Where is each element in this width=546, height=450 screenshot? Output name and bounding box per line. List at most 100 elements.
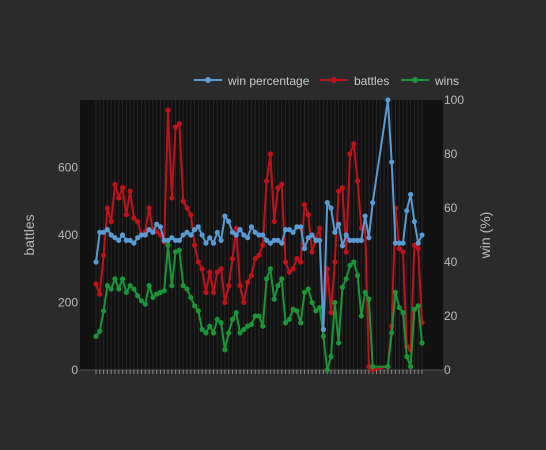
point-battles[interactable] (396, 245, 402, 252)
point-battles[interactable] (116, 195, 122, 201)
point-battles[interactable] (214, 269, 220, 275)
point-wins[interactable] (226, 330, 232, 336)
point-wins[interactable] (165, 242, 171, 248)
point-battles[interactable] (222, 299, 228, 306)
point-battles[interactable] (245, 279, 251, 285)
point-win-percentage[interactable] (146, 227, 152, 233)
point-battles[interactable] (282, 259, 289, 265)
point-win-percentage[interactable] (245, 235, 251, 241)
point-win-percentage[interactable] (176, 237, 182, 243)
point-win-percentage[interactable] (191, 227, 198, 233)
point-battles[interactable] (100, 252, 107, 258)
point-win-percentage[interactable] (279, 240, 285, 246)
point-wins[interactable] (203, 330, 209, 336)
point-win-percentage[interactable] (108, 232, 114, 238)
point-wins[interactable] (210, 330, 217, 336)
point-win-percentage[interactable] (354, 237, 361, 243)
point-win-percentage[interactable] (180, 232, 186, 238)
point-wins[interactable] (415, 303, 421, 309)
point-win-percentage[interactable] (248, 224, 255, 230)
point-battles[interactable] (180, 198, 186, 204)
point-win-percentage[interactable] (169, 235, 175, 241)
point-battles[interactable] (176, 121, 182, 127)
point-wins[interactable] (347, 262, 353, 268)
point-win-percentage[interactable] (184, 229, 190, 235)
point-win-percentage[interactable] (135, 235, 141, 241)
point-win-percentage[interactable] (199, 232, 205, 238)
point-wins[interactable] (218, 320, 224, 326)
point-battles[interactable] (188, 212, 194, 218)
point-wins[interactable] (309, 299, 315, 306)
point-wins[interactable] (400, 310, 406, 316)
point-win-percentage[interactable] (328, 205, 334, 211)
point-battles[interactable] (93, 281, 99, 287)
point-wins[interactable] (229, 316, 236, 322)
point-win-percentage[interactable] (343, 232, 349, 238)
point-win-percentage[interactable] (347, 237, 353, 243)
point-wins[interactable] (97, 328, 103, 334)
point-battles[interactable] (169, 195, 175, 201)
point-wins[interactable] (116, 286, 122, 292)
point-win-percentage[interactable] (336, 221, 342, 227)
point-wins[interactable] (233, 310, 239, 316)
point-win-percentage[interactable] (339, 243, 345, 249)
point-win-percentage[interactable] (309, 232, 315, 238)
point-battles[interactable] (366, 364, 372, 370)
point-wins[interactable] (286, 316, 292, 322)
point-battles[interactable] (195, 259, 201, 265)
point-win-percentage[interactable] (411, 218, 418, 225)
point-win-percentage[interactable] (100, 229, 107, 235)
point-battles[interactable] (301, 202, 308, 208)
point-battles[interactable] (351, 141, 357, 147)
point-win-percentage[interactable] (119, 232, 126, 238)
point-win-percentage[interactable] (408, 191, 414, 198)
point-wins[interactable] (313, 308, 319, 314)
point-wins[interactable] (180, 283, 186, 289)
point-win-percentage[interactable] (256, 232, 262, 238)
point-wins[interactable] (169, 283, 175, 289)
point-wins[interactable] (176, 247, 182, 253)
point-battles[interactable] (343, 249, 349, 255)
point-battles[interactable] (173, 124, 179, 130)
point-win-percentage[interactable] (263, 237, 270, 243)
point-wins[interactable] (222, 347, 228, 353)
point-wins[interactable] (404, 353, 410, 360)
point-wins[interactable] (294, 308, 300, 314)
point-win-percentage[interactable] (351, 237, 357, 243)
point-battles[interactable] (248, 272, 255, 279)
point-wins[interactable] (392, 289, 399, 295)
point-wins[interactable] (142, 301, 148, 307)
point-win-percentage[interactable] (271, 237, 277, 243)
point-wins[interactable] (336, 340, 342, 346)
point-battles[interactable] (165, 107, 171, 113)
legend-item-wins[interactable]: wins (401, 74, 459, 88)
point-wins[interactable] (199, 326, 205, 333)
point-wins[interactable] (320, 333, 327, 339)
point-wins[interactable] (207, 323, 213, 329)
point-wins[interactable] (256, 313, 262, 319)
point-win-percentage[interactable] (142, 232, 148, 238)
point-battles[interactable] (309, 249, 315, 255)
point-win-percentage[interactable] (173, 237, 179, 243)
point-win-percentage[interactable] (252, 229, 258, 235)
point-battles[interactable] (336, 188, 342, 194)
point-win-percentage[interactable] (157, 224, 164, 230)
point-battles[interactable] (119, 185, 126, 191)
point-wins[interactable] (135, 293, 141, 299)
point-battles[interactable] (104, 205, 110, 211)
point-wins[interactable] (104, 283, 110, 289)
point-battles[interactable] (305, 212, 311, 218)
point-wins[interactable] (408, 364, 414, 370)
point-wins[interactable] (263, 276, 270, 282)
point-wins[interactable] (123, 289, 129, 295)
point-wins[interactable] (127, 283, 133, 289)
point-battles[interactable] (260, 242, 266, 248)
point-win-percentage[interactable] (324, 200, 330, 206)
point-win-percentage[interactable] (317, 237, 323, 243)
point-wins[interactable] (389, 330, 395, 336)
point-win-percentage[interactable] (301, 245, 308, 252)
point-win-percentage[interactable] (282, 227, 289, 233)
point-wins[interactable] (161, 288, 167, 294)
point-win-percentage[interactable] (419, 232, 425, 238)
point-wins[interactable] (279, 276, 285, 282)
